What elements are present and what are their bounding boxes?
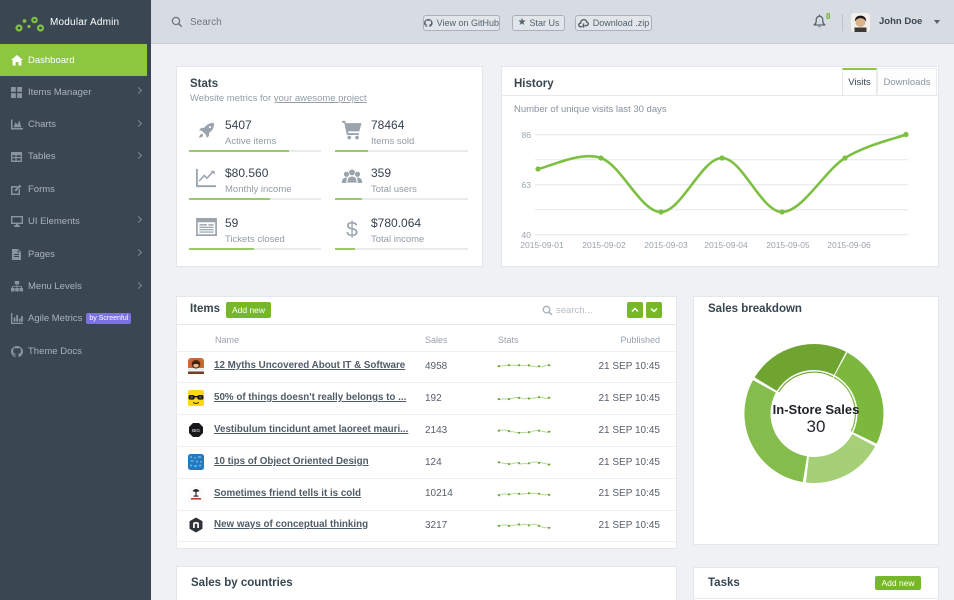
svg-text:40: 40 xyxy=(522,230,532,240)
svg-text:63: 63 xyxy=(522,180,532,190)
svg-text:2015-09-03: 2015-09-03 xyxy=(644,240,688,250)
svg-text:2015-09-04: 2015-09-04 xyxy=(704,240,748,250)
svg-text:$: $ xyxy=(346,219,358,242)
svg-text:86: 86 xyxy=(522,130,532,140)
svg-text:2015-09-05: 2015-09-05 xyxy=(766,240,810,250)
svg-text:2015-09-06: 2015-09-06 xyxy=(827,240,871,250)
svg-text:BIG: BIG xyxy=(192,428,200,433)
svg-text:2015-09-02: 2015-09-02 xyxy=(582,240,626,250)
svg-text:2015-09-01: 2015-09-01 xyxy=(520,240,564,250)
